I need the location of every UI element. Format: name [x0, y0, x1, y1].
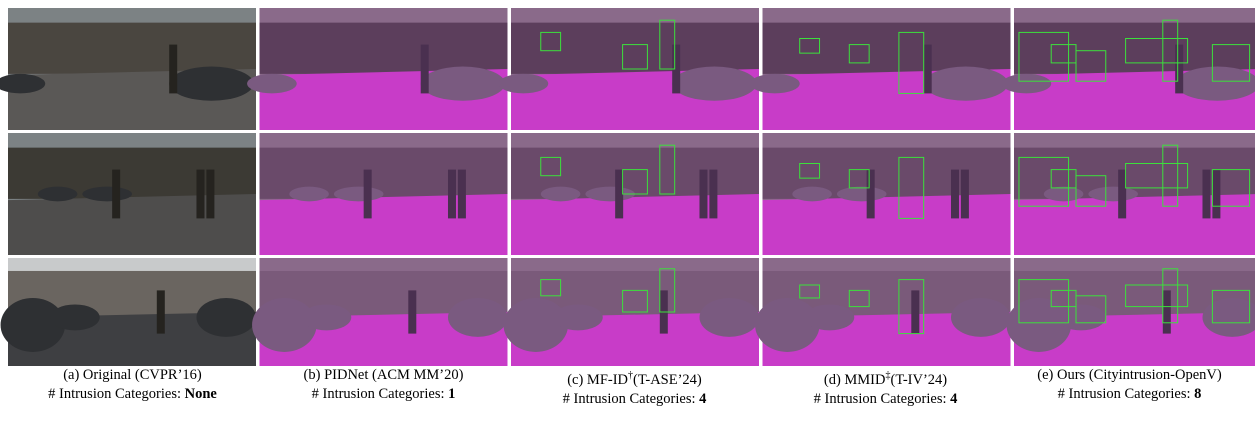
venue: (T-ASE’24) — [633, 372, 702, 388]
caption: (d) MMID‡(T-IV’24) # Intrusion Categorie… — [760, 366, 1011, 409]
car — [1088, 187, 1138, 202]
car — [196, 298, 256, 337]
person — [1175, 45, 1183, 94]
person — [867, 170, 875, 219]
car — [792, 187, 832, 202]
figure: (a) Original (CVPR’16) # Intrusion Categ… — [0, 0, 1255, 432]
person — [951, 170, 959, 219]
car — [82, 187, 132, 202]
person — [1118, 170, 1126, 219]
person — [458, 170, 466, 219]
car — [50, 304, 100, 330]
car — [553, 304, 603, 330]
car — [289, 187, 329, 202]
scene-image — [1007, 258, 1255, 366]
caption: (c) MF-ID†(T-ASE’24) # Intrusion Categor… — [509, 366, 760, 409]
scene-image — [511, 133, 759, 255]
method: (d) MMID — [824, 372, 886, 388]
venue: (CVPR’16) — [135, 367, 202, 383]
person — [196, 170, 204, 219]
person — [448, 170, 456, 219]
scene-image — [0, 8, 256, 130]
buildings — [1014, 23, 1255, 74]
method: (e) Ours — [1037, 367, 1085, 383]
car — [951, 298, 1011, 337]
car — [699, 298, 759, 337]
car — [672, 67, 756, 101]
count: 8 — [1194, 386, 1201, 402]
road — [260, 194, 508, 255]
count: 1 — [448, 386, 455, 402]
method: (b) PIDNet — [304, 367, 369, 383]
person — [364, 170, 372, 219]
count: 4 — [950, 391, 957, 407]
count-label: # Intrusion Categories: — [814, 391, 947, 407]
venue: (Cityintrusion-OpenV) — [1089, 367, 1222, 383]
venue: (T-IV’24) — [890, 372, 947, 388]
car — [448, 298, 508, 337]
person — [961, 170, 969, 219]
person — [112, 170, 120, 219]
car — [421, 67, 505, 101]
person — [206, 170, 214, 219]
person — [421, 45, 429, 94]
person — [1212, 170, 1220, 219]
car — [541, 187, 581, 202]
car — [924, 67, 1008, 101]
car — [1056, 304, 1106, 330]
car — [334, 187, 384, 202]
buildings — [511, 23, 759, 74]
car — [805, 304, 855, 330]
count-label: # Intrusion Categories: — [312, 386, 445, 402]
road — [511, 194, 759, 255]
person — [699, 170, 707, 219]
car — [302, 304, 352, 330]
scene-image — [252, 258, 507, 366]
person — [615, 170, 623, 219]
scene-image — [755, 258, 1010, 366]
car — [750, 74, 800, 94]
car — [247, 74, 297, 94]
caption: (b) PIDNet (ACM MM’20) # Intrusion Categ… — [258, 366, 509, 404]
car — [837, 187, 887, 202]
scene-image — [1002, 8, 1255, 130]
count: 4 — [699, 391, 706, 407]
road — [8, 194, 256, 255]
scene-image — [1014, 133, 1255, 255]
scene-image — [504, 258, 759, 366]
method: (a) Original — [63, 367, 131, 383]
person — [709, 170, 717, 219]
car — [1002, 74, 1052, 94]
method: (c) MF-ID — [567, 372, 628, 388]
car — [1044, 187, 1084, 202]
person — [169, 45, 177, 94]
scene-image — [499, 8, 759, 130]
car — [499, 74, 549, 94]
person — [1202, 170, 1210, 219]
car — [169, 67, 253, 101]
person — [408, 290, 416, 333]
buildings — [260, 23, 508, 74]
caption: (e) Ours (Cityintrusion-OpenV) # Intrusi… — [1004, 366, 1255, 404]
person — [911, 290, 919, 333]
scene-image — [763, 133, 1011, 255]
count-label: # Intrusion Categories: — [563, 391, 696, 407]
buildings — [8, 23, 256, 74]
scene-image — [247, 8, 507, 130]
image-grid — [0, 0, 1255, 366]
person — [924, 45, 932, 94]
person — [1163, 290, 1171, 333]
scene-image — [8, 133, 256, 255]
scene-image — [1, 258, 256, 366]
venue: (ACM MM’20) — [372, 367, 463, 383]
count-label: # Intrusion Categories: — [48, 386, 181, 402]
scene-image — [750, 8, 1010, 130]
count-label: # Intrusion Categories: — [1058, 386, 1191, 402]
road — [763, 194, 1011, 255]
person — [157, 290, 165, 333]
car — [38, 187, 78, 202]
count: None — [185, 386, 217, 402]
caption: (a) Original (CVPR’16) # Intrusion Categ… — [7, 366, 258, 404]
scene-image — [260, 133, 508, 255]
